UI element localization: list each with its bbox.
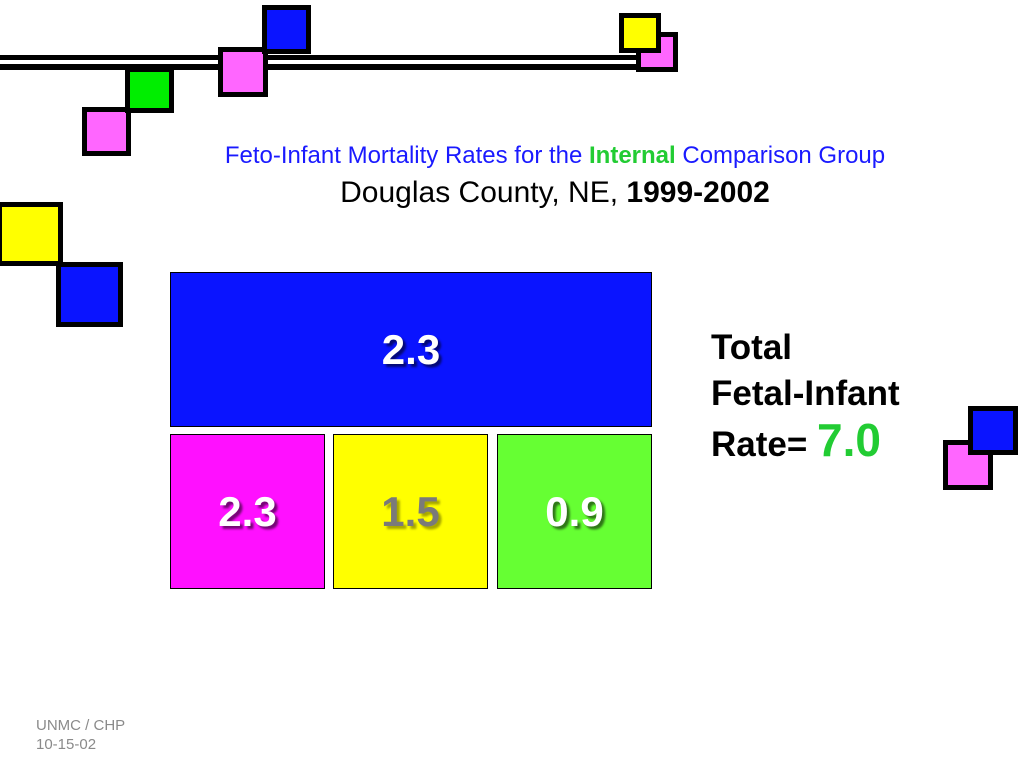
slide-subtitle: Douglas County, NE, 1999-2002 [0, 176, 1024, 210]
total-label-line1: Total [711, 328, 793, 367]
decorative-square-yellow [619, 13, 661, 53]
rate-tile-green-value: 0.9 [545, 487, 604, 535]
rate-tile-magenta: 2.3 [170, 434, 325, 589]
footer: UNMC / CHP 10-15-02 [36, 716, 125, 754]
slide-title: Feto-Infant Mortality Rates for the Inte… [0, 142, 1024, 170]
decorative-line-inner [0, 60, 640, 64]
rate-tile-top-value: 2.3 [381, 325, 441, 373]
total-label-line3-wrap: Rate= 7.0 [711, 417, 971, 468]
decorative-square-pink [82, 107, 131, 156]
decorative-square-blue [968, 406, 1018, 455]
decorative-square-pink [218, 47, 268, 97]
total-rate: Total Fetal-Infant Rate= 7.0 [711, 325, 971, 468]
rate-tile-magenta-value: 2.3 [218, 487, 277, 535]
title-emphasis: Internal [589, 142, 676, 169]
decorative-square-blue [262, 5, 311, 54]
decorative-square-blue [56, 262, 123, 327]
decorative-square-green [125, 67, 174, 113]
rate-tile-green: 0.9 [497, 434, 652, 589]
title-suffix: Comparison Group [675, 142, 886, 169]
total-label-line3: Rate= [711, 425, 808, 464]
total-rate-value: 7.0 [817, 414, 881, 466]
rate-tile-yellow: 1.5 [333, 434, 488, 589]
rate-tile-yellow-value: 1.5 [381, 487, 440, 535]
rate-tile-top: 2.3 [170, 272, 652, 427]
total-label-line2: Fetal-Infant [711, 374, 900, 413]
subtitle-years: 1999-2002 [626, 176, 770, 209]
subtitle-location: Douglas County, NE, [340, 176, 627, 209]
footer-org: UNMC / CHP [36, 717, 126, 734]
decorative-square-yellow [0, 202, 63, 266]
title-prefix: Feto-Infant Mortality Rates for the [224, 142, 590, 169]
footer-date: 10-15-02 [36, 736, 97, 753]
